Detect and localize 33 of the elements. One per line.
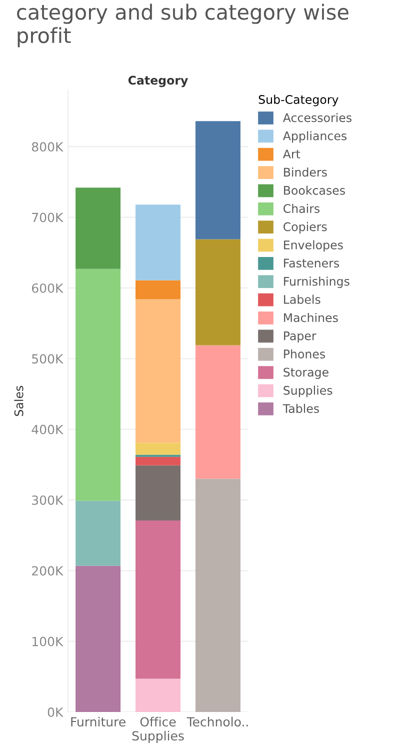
legend-title: Sub-Category	[258, 94, 338, 106]
x-axis-title: Category	[128, 76, 188, 88]
y-tick-label: 800K	[32, 142, 64, 152]
legend-label: Fasteners	[284, 258, 340, 268]
legend-label: Machines	[284, 312, 338, 322]
x-tick-label: Office Supplies	[132, 716, 184, 743]
legend-label: Phones	[284, 349, 326, 358]
x-tick-label: Technolo..	[186, 716, 248, 727]
legend-label: Furnishings	[284, 276, 350, 288]
y-tick-label: 400K	[32, 424, 64, 434]
y-tick-label: 200K	[32, 566, 64, 576]
y-tick-label: 600K	[32, 283, 64, 293]
y-tick-label: 300K	[32, 495, 64, 505]
x-tick-label: Furniture	[71, 716, 126, 727]
y-tick-label: 500K	[32, 354, 64, 364]
legend-label: Supplies	[284, 386, 332, 398]
y-axis-title: Sales	[14, 386, 24, 416]
chart-title: category and sub category wise profit	[17, 4, 348, 48]
legend-label: Art	[282, 150, 300, 158]
legend-label: Appliances	[282, 131, 347, 143]
legend-label: Paper	[284, 332, 316, 343]
legend-label: Envelopes	[284, 240, 343, 252]
y-tick-label: 100K	[32, 636, 64, 646]
legend-label: Bookcases	[284, 186, 345, 195]
legend-label: Labels	[284, 294, 320, 304]
legend-label: Tables	[282, 404, 319, 413]
y-tick-label: 700K	[32, 212, 64, 222]
y-tick-label: 0K	[48, 707, 64, 717]
legend-label: Binders	[284, 168, 327, 177]
legend-label: Chairs	[284, 204, 320, 214]
legend-label: Storage	[284, 368, 328, 379]
legend-label: Accessories	[282, 112, 352, 122]
legend-label: Copiers	[284, 222, 327, 234]
